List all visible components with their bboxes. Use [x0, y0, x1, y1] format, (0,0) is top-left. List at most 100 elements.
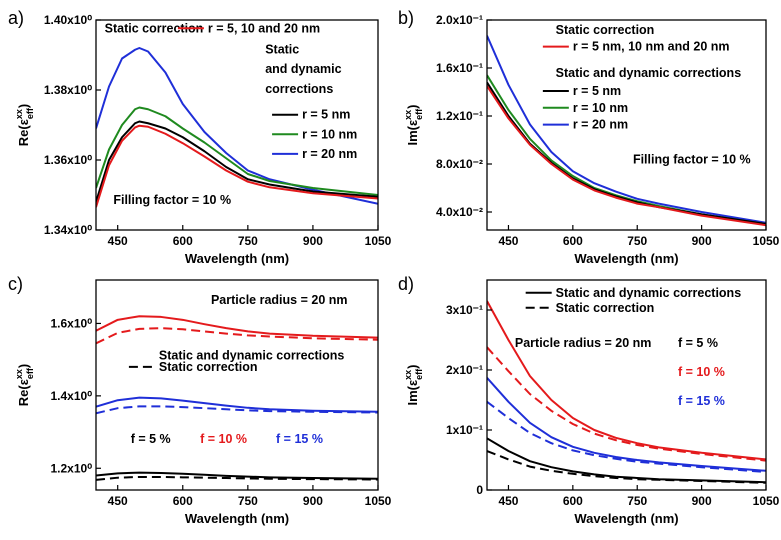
y-tick-label: 1.40x10⁰: [44, 13, 92, 27]
x-tick-label: 900: [303, 494, 323, 508]
annotation-text: r = 5 nm: [302, 108, 350, 122]
annotation-text: Particle radius = 20 nm: [515, 336, 652, 350]
annotation-text: Static: [265, 42, 299, 56]
y-tick-label: 8.0x10⁻²: [436, 157, 483, 171]
x-tick-label: 1050: [365, 494, 392, 508]
series-line-red: [96, 124, 378, 208]
y-tick-label: 1.36x10⁰: [44, 153, 92, 167]
y-tick-label: 1.2x10⁻¹: [436, 109, 483, 123]
y-tick-label: 2.0x10⁻¹: [436, 13, 483, 27]
panel-label: d): [398, 274, 414, 294]
annotation-text: r = 5, 10 and 20 nm: [208, 21, 320, 35]
annotation-text: r = 20 nm: [573, 118, 628, 132]
annotation-text: Static and dynamic corrections: [556, 286, 742, 300]
annotation-text: r = 20 nm: [302, 147, 357, 161]
y-axis-label: Im(εxxeff): [403, 364, 424, 405]
annotation-text: Static and dynamic corrections: [556, 66, 742, 80]
x-tick-label: 1050: [753, 494, 780, 508]
x-tick-label: 600: [563, 234, 583, 248]
y-tick-label: 4.0x10⁻²: [436, 205, 483, 219]
y-tick-label: 1.38x10⁰: [44, 83, 92, 97]
x-tick-label: 750: [238, 234, 258, 248]
annotation-text: Static correction: [556, 301, 655, 315]
x-tick-label: 750: [627, 234, 647, 248]
y-tick-label: 1.6x10⁻¹: [436, 61, 483, 75]
plot-frame: [95, 19, 379, 231]
series-line-black: [96, 120, 378, 203]
y-axis-label: Im(εxxeff): [403, 104, 424, 145]
panel-label: c): [8, 274, 23, 294]
x-tick-label: 1050: [753, 234, 780, 248]
annotation-text: f = 10 %: [678, 365, 725, 379]
series-line-blue-dashed: [487, 401, 766, 473]
plot-frame: [486, 19, 767, 231]
x-tick-label: 600: [563, 494, 583, 508]
panel-1: 450 600 750 900 1050 1.34x10⁰ 1.36x10⁰ 1.38x10⁰…: [8, 8, 392, 266]
y-tick-label: 0: [476, 483, 483, 497]
x-axis-label: Wavelength (nm): [574, 251, 678, 266]
x-axis-label: Wavelength (nm): [574, 511, 678, 526]
annotation-text: f = 5 %: [678, 336, 718, 350]
series-line-black: [96, 471, 378, 480]
x-tick-label: 600: [173, 234, 193, 248]
x-tick-label: 750: [627, 494, 647, 508]
y-axis-label: Re(εxxeff): [14, 104, 35, 146]
annotation-text: f = 5 %: [131, 432, 171, 446]
y-tick-label: 2x10⁻¹: [446, 363, 483, 377]
x-tick-label: 450: [108, 234, 128, 248]
x-axis-label: Wavelength (nm): [185, 511, 289, 526]
panel-2: 450 600 750 900 1050 4.0x10⁻² 8.0x10⁻² 1.2x10⁻¹…: [398, 8, 780, 266]
plot-frame: [95, 279, 379, 491]
panel-label: a): [8, 8, 24, 28]
annotation-text: corrections: [265, 82, 333, 96]
annotation-text: Filling factor = 10 %: [113, 193, 231, 207]
x-tick-label: 450: [498, 494, 518, 508]
annotation-text: Static correction: [556, 23, 655, 37]
series-line-red: [487, 85, 766, 227]
y-tick-label: 1.6x10⁰: [50, 316, 92, 330]
series-line-black-dashed: [96, 475, 378, 481]
plot-frame: [486, 279, 767, 491]
annotation-text: and dynamic: [265, 62, 341, 76]
x-tick-label: 450: [108, 494, 128, 508]
panel-4: 450 600 750 900 1050 0 1x10⁻¹ 2x10⁻¹ 3x10⁻¹ Wavel…: [398, 274, 780, 526]
x-tick-label: 750: [238, 494, 258, 508]
annotation-text: r = 5 nm, 10 nm and 20 nm: [573, 40, 730, 54]
annotation-text: Static and dynamic corrections: [159, 349, 345, 363]
annotation-text: f = 15 %: [678, 394, 725, 408]
annotation-text: Static correction: [105, 21, 204, 35]
x-tick-label: 1050: [365, 234, 392, 248]
annotation-text: Filling factor = 10 %: [633, 152, 751, 166]
annotation-text: Particle radius = 20 nm: [211, 293, 348, 307]
annotation-text: f = 15 %: [276, 432, 323, 446]
panel-3: 450 600 750 900 1050 1.2x10⁰ 1.4x10⁰ 1.6x10⁰ Wav…: [8, 274, 392, 526]
series-line-red: [487, 300, 766, 461]
annotation-text: r = 5 nm: [573, 84, 621, 98]
annotation-text: r = 10 nm: [302, 127, 357, 141]
y-tick-label: 1.2x10⁰: [50, 461, 92, 475]
y-axis-label: Re(εxxeff): [14, 364, 35, 406]
x-tick-label: 900: [303, 234, 323, 248]
series-line-blue: [96, 396, 378, 413]
x-tick-label: 900: [692, 234, 712, 248]
series-line-green: [487, 74, 766, 225]
y-tick-label: 1.4x10⁰: [50, 389, 92, 403]
x-tick-label: 600: [173, 494, 193, 508]
series-line-black-dashed: [487, 450, 766, 484]
x-tick-label: 450: [498, 234, 518, 248]
y-tick-label: 3x10⁻¹: [446, 303, 483, 317]
series-line-green: [96, 106, 378, 196]
y-tick-label: 1.34x10⁰: [44, 223, 92, 237]
annotation-text: r = 10 nm: [573, 101, 628, 115]
annotation-text: f = 10 %: [200, 432, 247, 446]
series-line-blue: [487, 377, 766, 472]
series-line-blue-dashed: [96, 405, 378, 415]
x-axis-label: Wavelength (nm): [185, 251, 289, 266]
x-tick-label: 900: [692, 494, 712, 508]
series-line-red: [96, 315, 378, 339]
series-line-blue: [487, 35, 766, 224]
annotation-text: Static correction: [159, 360, 258, 374]
panel-label: b): [398, 8, 414, 28]
y-tick-label: 1x10⁻¹: [446, 423, 483, 437]
